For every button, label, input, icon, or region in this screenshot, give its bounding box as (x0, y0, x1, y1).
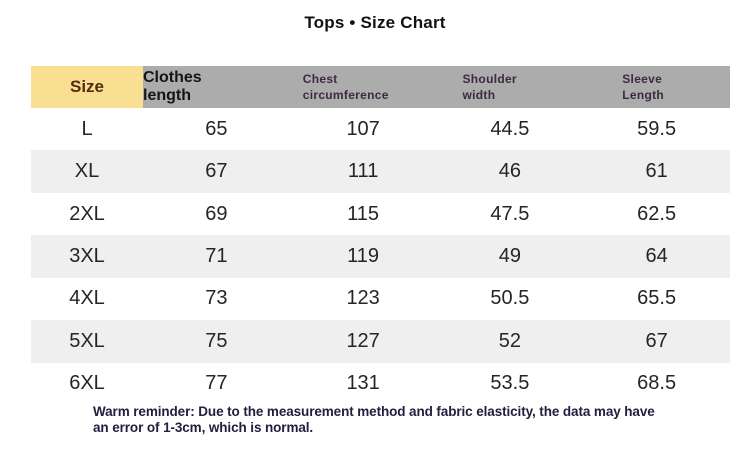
column-header-clothes-length: Clothes length (143, 66, 251, 108)
table-row: 5XL 75 127 52 67 (31, 320, 730, 363)
cell-chest-circumference: 127 (346, 329, 380, 352)
table-body: L 65 107 44.5 59.5 XL 67 111 46 61 2XL 69 115 47.5 62.… (31, 108, 730, 405)
cell-clothes-length: 69 (205, 202, 228, 225)
cell-sleeve-length: 59.5 (637, 117, 677, 140)
cell-sleeve-length: 62.5 (637, 202, 677, 225)
cell-size: 6XL (69, 372, 105, 395)
cell-shoulder-width: 49 (498, 244, 521, 267)
cell-chest-circumference: 119 (347, 244, 380, 267)
cell-shoulder-width: 50.5 (490, 287, 530, 310)
table-row: 3XL 71 119 49 64 (31, 235, 730, 278)
cell-size: 2XL (69, 202, 105, 225)
cell-chest-circumference: 123 (346, 287, 380, 310)
cell-clothes-length: 75 (205, 329, 228, 352)
cell-clothes-length: 77 (205, 372, 228, 395)
table-header-row: Size Clothes length Chest circumference … (31, 66, 730, 108)
cell-chest-circumference: 111 (347, 160, 379, 183)
cell-shoulder-width: 53.5 (490, 372, 530, 395)
table-row: 6XL 77 131 53.5 68.5 (31, 362, 730, 405)
cell-shoulder-width: 46 (498, 160, 521, 183)
page-title: Tops • Size Chart (304, 13, 446, 32)
cell-shoulder-width: 44.5 (490, 117, 530, 140)
reminder-note-line-2: an error of 1-3cm, which is normal. (93, 420, 314, 435)
table-row: 2XL 69 115 47.5 62.5 (31, 192, 730, 236)
cell-chest-circumference: 131 (346, 372, 380, 395)
cell-size: 3XL (69, 244, 105, 267)
cell-clothes-length: 67 (205, 160, 228, 183)
column-header-chest-circumference: Chest circumference (250, 66, 411, 108)
cell-chest-circumference: 107 (346, 117, 380, 140)
cell-sleeve-length: 64 (645, 244, 668, 267)
cell-size: 4XL (69, 287, 105, 310)
cell-shoulder-width: 52 (498, 329, 521, 352)
cell-size: L (81, 117, 93, 140)
cell-size: 5XL (69, 329, 105, 352)
cell-chest-circumference: 115 (347, 202, 380, 225)
column-header-size: Size (31, 66, 143, 108)
cell-clothes-length: 73 (205, 287, 228, 310)
table-row: L 65 107 44.5 59.5 (31, 108, 730, 151)
cell-clothes-length: 65 (205, 117, 228, 140)
cell-sleeve-length: 61 (645, 160, 668, 183)
column-header-shoulder-width: Shoulder width (410, 66, 571, 108)
column-header-sleeve-length: Sleeve Length (570, 66, 730, 108)
cell-shoulder-width: 47.5 (490, 202, 530, 225)
reminder-note: Warm reminder: Due to the measurement me… (93, 404, 693, 436)
cell-sleeve-length: 67 (645, 329, 668, 352)
reminder-note-line-1: Warm reminder: Due to the measurement me… (93, 404, 655, 419)
cell-clothes-length: 71 (205, 244, 228, 267)
cell-sleeve-length: 68.5 (637, 372, 677, 395)
table-row: XL 67 111 46 61 (31, 150, 730, 193)
size-table: Size Clothes length Chest circumference … (31, 66, 730, 405)
cell-size: XL (74, 160, 100, 183)
table-row: 4XL 73 123 50.5 65.5 (31, 277, 730, 321)
cell-sleeve-length: 65.5 (637, 287, 677, 310)
